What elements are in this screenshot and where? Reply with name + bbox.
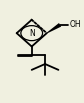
Text: OH: OH: [69, 20, 81, 29]
Polygon shape: [47, 23, 61, 33]
Text: N: N: [29, 29, 35, 38]
